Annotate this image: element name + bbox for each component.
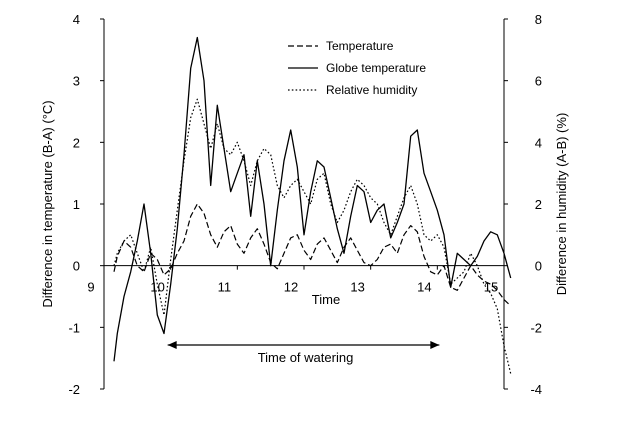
y-left-tick-label: 0 — [73, 259, 80, 274]
y-right-tick-label: 4 — [535, 135, 542, 150]
annotation-layer: Time of watering — [167, 341, 440, 365]
x-tick-label: 14 — [417, 280, 431, 295]
y-right-tick-label: 0 — [535, 259, 542, 274]
x-tick-label: 12 — [284, 280, 298, 295]
legend-label-temperature: Temperature — [326, 39, 394, 53]
watering-annotation-label: Time of watering — [258, 350, 354, 365]
y-left-tick-label: 4 — [73, 12, 80, 27]
series-line-relative-humidity — [113, 98, 512, 374]
series-layer — [113, 36, 512, 374]
x-axis-title: Time — [312, 292, 340, 307]
x-tick-label: 9 — [87, 280, 94, 295]
x-tick-label: 13 — [350, 280, 364, 295]
y-left-tick-label: 3 — [73, 74, 80, 89]
y-right-tick-label: -4 — [530, 382, 542, 397]
series-line-globe-temperature — [113, 36, 512, 362]
y-left-tick-label: -2 — [68, 382, 80, 397]
y-left-tick-label: 2 — [73, 135, 80, 150]
y-right-tick-label: 8 — [535, 12, 542, 27]
legend-label-globe-temperature: Globe temperature — [326, 61, 426, 75]
watering-arrow-head-left — [167, 341, 177, 349]
y-right-tick-label: 6 — [535, 74, 542, 89]
y-right-tick-label: 2 — [535, 197, 542, 212]
watering-arrow-head-right — [430, 341, 440, 349]
x-tick-label: 15 — [484, 280, 498, 295]
y-left-tick-label: 1 — [73, 197, 80, 212]
series-line-temperature — [113, 203, 512, 307]
x-tick-label: 11 — [218, 280, 232, 295]
legend-layer: Temperature Globe temperature Relative hum… — [288, 39, 426, 97]
y-left-tick-label: -1 — [68, 320, 80, 335]
y-right-tick-label: -2 — [530, 320, 542, 335]
legend-label-relative-humidity: Relative humidity — [326, 83, 417, 97]
y-left-axis-title: Difference in temperature (B-A) (°C) — [40, 100, 55, 307]
y-right-axis-title: Difference in humidity (A-B) (%) — [554, 113, 569, 296]
